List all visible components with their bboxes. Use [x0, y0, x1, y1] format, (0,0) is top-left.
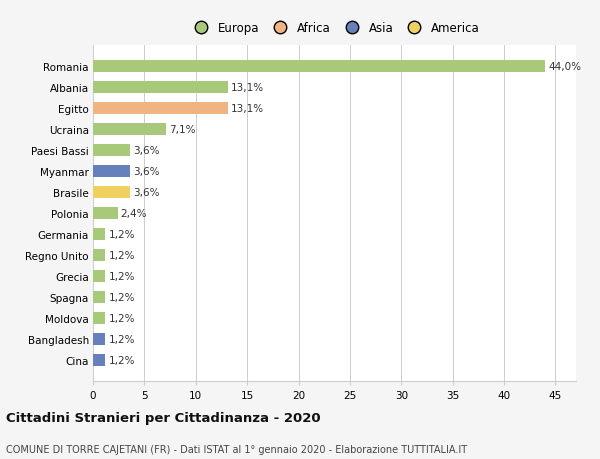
Text: 1,2%: 1,2% [109, 292, 135, 302]
Text: 3,6%: 3,6% [133, 146, 160, 156]
Bar [93, 313, 106, 324]
Text: COMUNE DI TORRE CAJETANI (FR) - Dati ISTAT al 1° gennaio 2020 - Elaborazione TUT: COMUNE DI TORRE CAJETANI (FR) - Dati IST… [6, 444, 467, 454]
Text: 3,6%: 3,6% [133, 188, 160, 197]
Bar [93, 124, 166, 135]
Text: 13,1%: 13,1% [231, 83, 264, 93]
Text: 1,2%: 1,2% [109, 355, 135, 365]
Legend: Europa, Africa, Asia, America: Europa, Africa, Asia, America [186, 18, 483, 38]
Bar [93, 61, 545, 73]
Bar [93, 291, 106, 303]
Text: 1,2%: 1,2% [109, 250, 135, 260]
Text: 44,0%: 44,0% [548, 62, 581, 72]
Text: 1,2%: 1,2% [109, 271, 135, 281]
Text: 3,6%: 3,6% [133, 167, 160, 177]
Text: 2,4%: 2,4% [121, 208, 147, 218]
Bar [93, 354, 106, 366]
Text: 1,2%: 1,2% [109, 334, 135, 344]
Bar [93, 166, 130, 177]
Text: 1,2%: 1,2% [109, 230, 135, 239]
Bar [93, 270, 106, 282]
Text: 13,1%: 13,1% [231, 104, 264, 114]
Bar [93, 82, 227, 94]
Bar [93, 333, 106, 345]
Bar [93, 145, 130, 157]
Bar [93, 207, 118, 219]
Bar [93, 103, 227, 114]
Text: 1,2%: 1,2% [109, 313, 135, 323]
Bar [93, 250, 106, 261]
Bar [93, 187, 130, 198]
Bar [93, 229, 106, 240]
Text: 7,1%: 7,1% [169, 125, 196, 134]
Text: Cittadini Stranieri per Cittadinanza - 2020: Cittadini Stranieri per Cittadinanza - 2… [6, 412, 320, 425]
